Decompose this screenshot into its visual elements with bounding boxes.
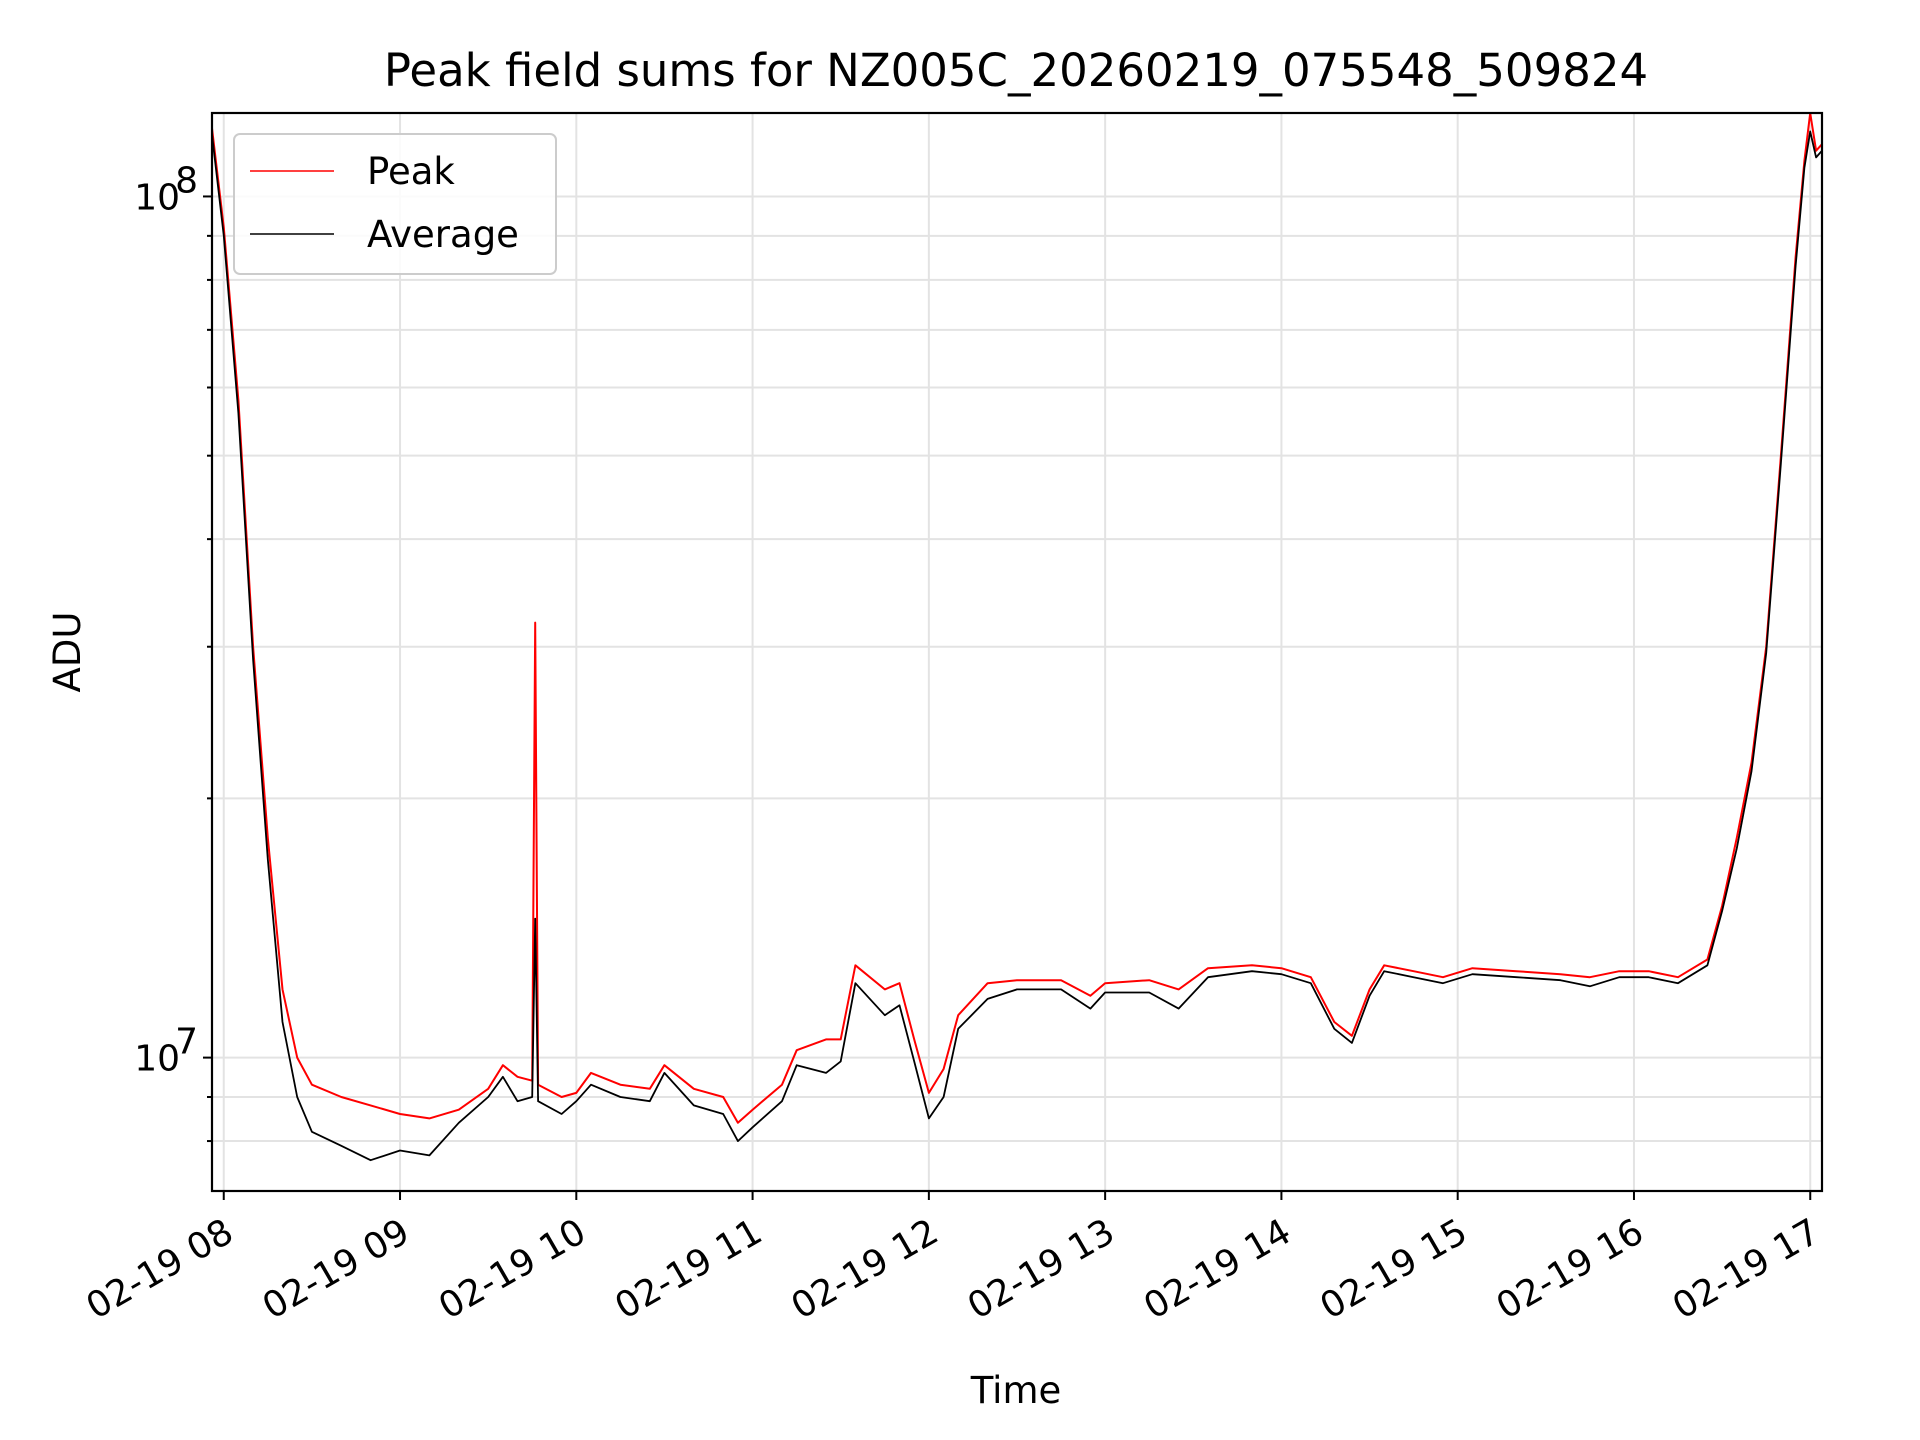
y-tick-label-exponent: 8: [175, 160, 198, 201]
x-tick-label: 02-19 10: [432, 1211, 593, 1327]
y-axis-label: ADU: [46, 612, 89, 693]
legend: Peak Average: [233, 133, 557, 275]
x-tick-label: 02-19 08: [80, 1211, 241, 1327]
x-tick-label: 02-19 11: [608, 1211, 769, 1327]
y-tick-label-exponent: 7: [175, 1022, 198, 1063]
axis-ticks: 02-19 08 02-19 09 02-19 10 02-19 11 02-19 12…: [80, 160, 1827, 1327]
plot-frame: [210, 111, 1824, 1193]
x-tick-label: 02-19 13: [961, 1211, 1122, 1327]
x-tick-label: 02-19 15: [1314, 1211, 1475, 1327]
chart-title: Peak field sums for NZ005C_20260219_0755…: [384, 44, 1648, 97]
y-tick-label: 10: [134, 177, 180, 218]
legend-box: [233, 133, 557, 275]
x-axis-label: Time: [970, 1369, 1062, 1412]
x-tick-label: 02-19 16: [1490, 1211, 1651, 1327]
x-tick-label: 02-19 14: [1137, 1211, 1298, 1327]
legend-label-peak: Peak: [367, 150, 455, 193]
x-tick-label: 02-19 12: [785, 1211, 946, 1327]
series-layer: [211, 112, 1823, 1162]
series-line-peak: [211, 112, 1823, 1124]
x-tick-label: 02-19 09: [256, 1211, 417, 1327]
series-line-average: [211, 130, 1823, 1162]
y-tick-label: 10: [134, 1039, 180, 1080]
x-tick-label: 02-19 17: [1666, 1211, 1827, 1327]
legend-label-average: Average: [367, 213, 519, 256]
